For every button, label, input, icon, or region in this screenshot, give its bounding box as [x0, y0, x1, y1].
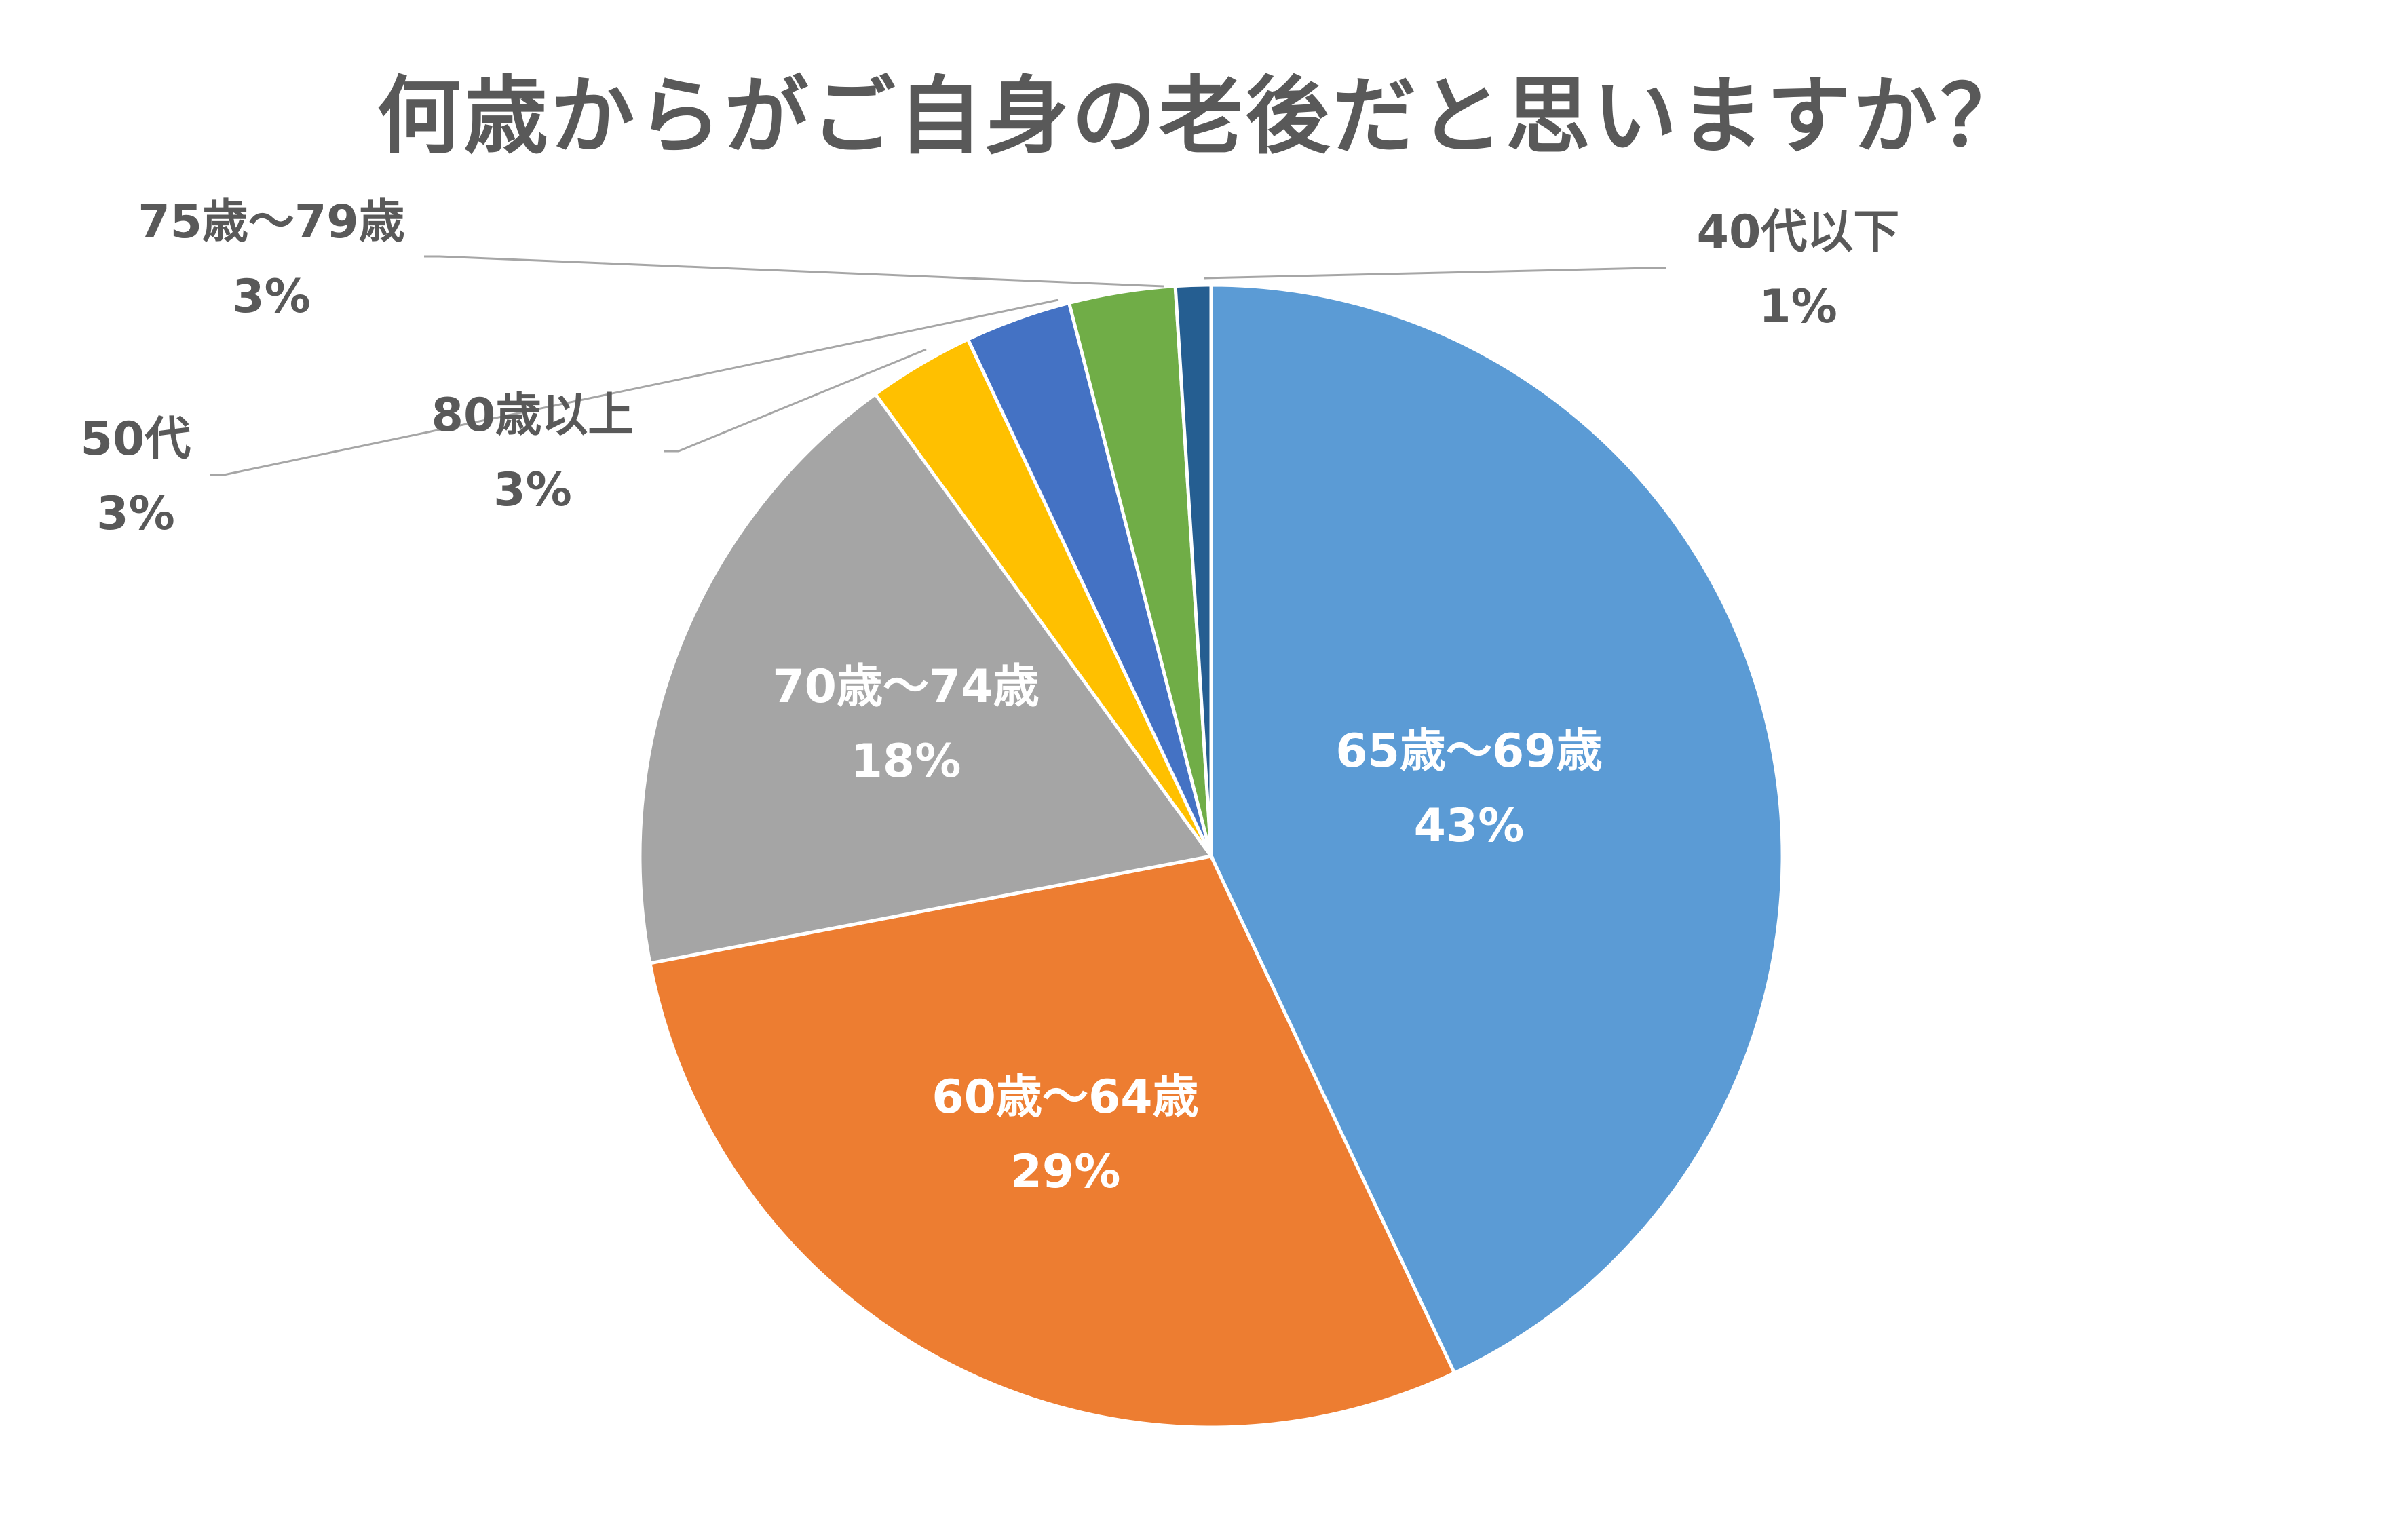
slice-category-label: 80歳以上 [432, 389, 634, 442]
chart-title: 何歳からがご自身の老後だと思いますか？ [377, 68, 2027, 166]
slice-category-label: 50代 [81, 412, 191, 466]
slice-category-label: 75歳～79歳 [138, 195, 404, 249]
slice-category-label: 40代以下 [1697, 206, 1900, 259]
slice-percent-label: 1% [1759, 280, 1837, 334]
leader-line-6 [1204, 267, 1666, 280]
slice-percent-label: 29% [1010, 1145, 1121, 1199]
pie-slice-6 [1173, 283, 1213, 857]
data-labels: 65歳～69歳 43% 60歳～64歳 29% 70歳～74歳 18% 80歳以上 3% 50代… [81, 195, 1900, 1199]
leader-line-5 [424, 255, 1164, 288]
leader-line-4 [210, 299, 1059, 476]
pie-slice-0 [1209, 283, 1785, 1376]
leader-line-3 [664, 348, 927, 453]
slice-category-label: 65歳～69歳 [1335, 725, 1602, 778]
pie-slice-2 [638, 391, 1215, 965]
slice-percent-label: 3% [96, 487, 174, 541]
slice-category-label: 60歳～64歳 [932, 1071, 1198, 1124]
pie-slice-1 [647, 854, 1457, 1429]
pie-slices [638, 283, 1785, 1429]
slice-category-label: 70歳～74歳 [772, 660, 1039, 714]
slice-percent-label: 18% [851, 735, 961, 788]
slice-percent-label: 43% [1414, 799, 1525, 853]
slice-percent-label: 3% [493, 463, 571, 517]
leader-lines [210, 255, 1666, 476]
slice-percent-label: 3% [232, 270, 310, 324]
